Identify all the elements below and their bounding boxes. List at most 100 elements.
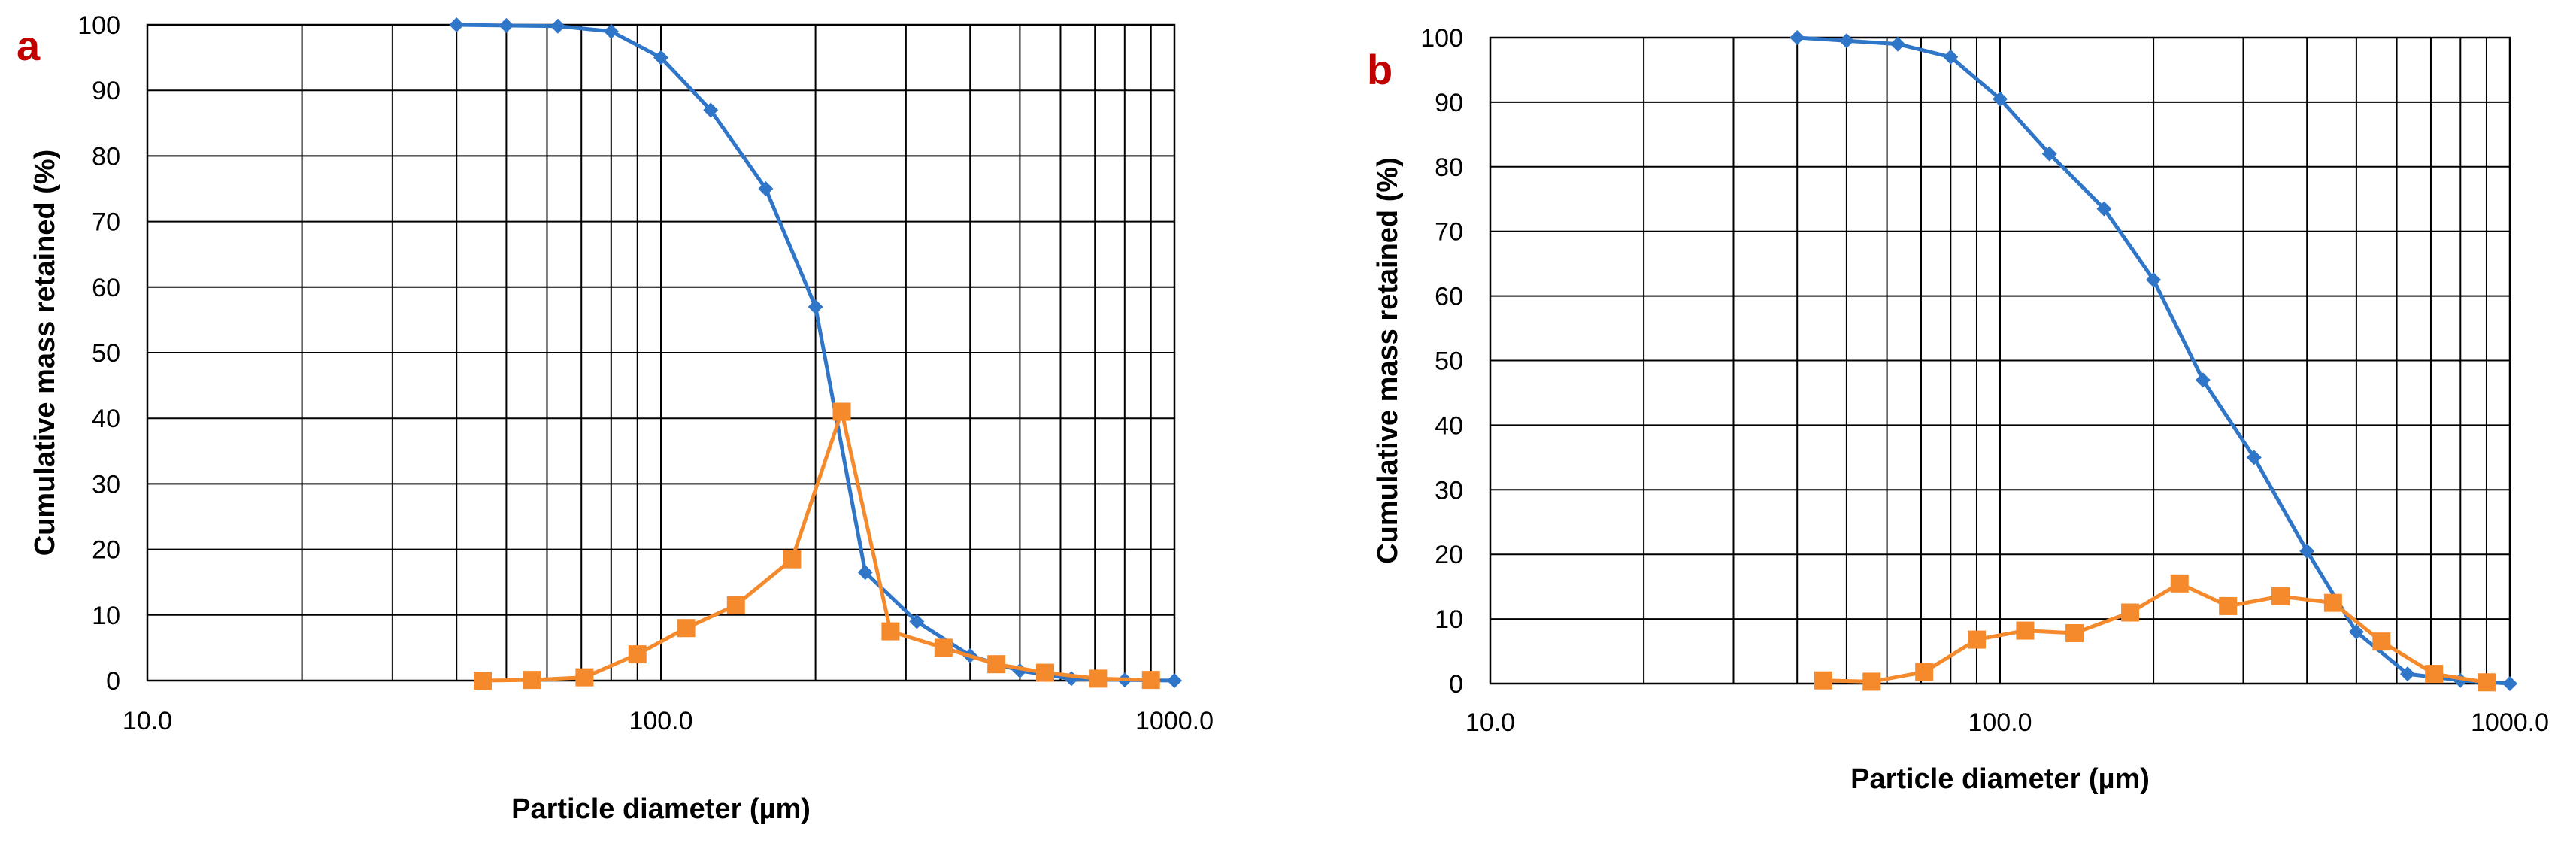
y-tick-label: 100 — [1420, 24, 1463, 53]
y-tick-label: 80 — [1435, 153, 1463, 182]
y-tick-label: 30 — [1435, 476, 1463, 505]
x-tick-label: 10.0 — [123, 707, 172, 735]
data-point — [2299, 543, 2315, 559]
data-point — [2041, 146, 2057, 162]
series-0 — [449, 17, 1182, 688]
data-point — [2323, 593, 2342, 612]
data-point — [1862, 672, 1881, 691]
x-tick-label: 100.0 — [1968, 708, 2032, 737]
data-point — [726, 596, 745, 614]
x-tick-label: 100.0 — [629, 707, 692, 735]
y-tick-label: 30 — [92, 470, 120, 499]
y-tick-labels: 0 10 20 30 40 50 60 70 80 90 100 — [1420, 24, 1463, 699]
data-point — [2372, 632, 2391, 651]
data-point — [1993, 91, 2008, 107]
y-tick-label: 70 — [92, 208, 120, 237]
data-point — [2348, 624, 2364, 640]
series-0 — [1790, 30, 2517, 691]
data-point — [2065, 623, 2084, 642]
y-axis-title: Cumulative mass retained (%) — [1372, 157, 1404, 564]
y-tick-label: 0 — [1449, 670, 1463, 699]
data-point — [783, 550, 802, 569]
x-tick-label: 1000.0 — [2471, 708, 2549, 737]
data-point — [653, 50, 668, 65]
gridlines — [1490, 37, 2511, 684]
data-point — [523, 671, 541, 690]
y-tick-label: 10 — [92, 602, 120, 630]
data-point — [550, 18, 565, 34]
data-point — [1167, 673, 1182, 688]
data-point — [449, 17, 465, 32]
data-point — [2246, 450, 2262, 465]
data-point — [2219, 596, 2238, 615]
x-axis-title: Particle diameter (µm) — [511, 793, 811, 825]
data-point — [1814, 671, 1832, 690]
y-tick-label: 0 — [106, 667, 120, 696]
data-point — [2016, 621, 2035, 640]
panel-letter-b: b — [1367, 46, 1393, 93]
data-point — [1790, 30, 1805, 45]
gridlines — [147, 24, 1175, 681]
data-point — [934, 638, 953, 657]
y-tick-label: 60 — [1435, 283, 1463, 311]
data-point — [575, 668, 594, 687]
y-tick-label: 70 — [1435, 218, 1463, 247]
data-point — [1838, 33, 1854, 49]
data-point — [881, 622, 900, 641]
x-tick-label: 1000.0 — [1135, 707, 1214, 735]
y-tick-label: 100 — [77, 11, 120, 40]
data-point — [1036, 663, 1055, 682]
y-tick-label: 20 — [92, 536, 120, 565]
data-point — [1890, 36, 1905, 52]
y-tick-label: 90 — [92, 77, 120, 105]
data-point — [628, 645, 647, 664]
data-point — [2121, 603, 2140, 622]
data-point — [987, 655, 1006, 674]
data-point — [2502, 676, 2517, 691]
y-axis-title: Cumulative mass retained (%) — [29, 150, 61, 556]
y-tick-label: 10 — [1435, 605, 1463, 634]
y-tick-label: 60 — [92, 274, 120, 302]
data-point — [1967, 630, 1986, 649]
y-tick-label: 90 — [1435, 89, 1463, 117]
x-axis-title: Particle diameter (µm) — [1850, 763, 2150, 795]
y-tick-labels: 0 10 20 30 40 50 60 70 80 90 100 — [77, 11, 120, 696]
data-point — [2477, 673, 2496, 692]
data-point — [2399, 666, 2415, 682]
data-point — [499, 17, 514, 33]
data-point — [1943, 49, 1959, 65]
data-point — [2425, 665, 2444, 684]
data-point — [2195, 372, 2211, 388]
series-1 — [1814, 574, 2496, 692]
data-point — [2096, 201, 2112, 217]
y-tick-label: 80 — [92, 142, 120, 171]
data-point — [2146, 272, 2162, 288]
data-point — [909, 614, 925, 629]
x-tick-labels: 10.0 100.0 1000.0 — [123, 707, 1214, 735]
series-1 — [474, 402, 1160, 690]
data-point — [1141, 671, 1160, 690]
data-point — [758, 181, 774, 196]
y-tick-label: 40 — [92, 405, 120, 433]
y-tick-label: 50 — [92, 339, 120, 368]
panel-letter-a: a — [17, 22, 41, 69]
data-point — [1089, 669, 1108, 688]
data-point — [677, 619, 696, 638]
data-point — [1915, 663, 1934, 681]
plot-frame — [1489, 36, 2511, 685]
x-tick-label: 10.0 — [1465, 708, 1515, 737]
y-tick-label: 20 — [1435, 541, 1463, 569]
data-point — [832, 402, 851, 421]
data-point — [2271, 587, 2290, 606]
y-tick-label: 40 — [1435, 411, 1463, 440]
data-point — [857, 565, 873, 581]
data-point — [808, 299, 823, 314]
plot-frame — [146, 23, 1176, 682]
data-point — [603, 23, 619, 39]
data-point — [703, 102, 719, 118]
y-tick-label: 50 — [1435, 347, 1463, 376]
data-point — [2170, 574, 2189, 593]
